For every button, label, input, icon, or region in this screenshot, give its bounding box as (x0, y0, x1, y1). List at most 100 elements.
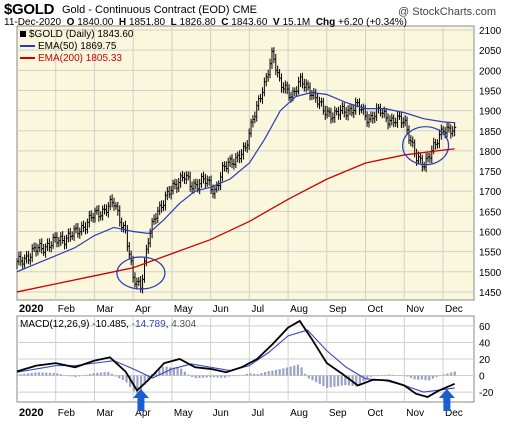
up-arrow-december (438, 389, 455, 411)
macd-histogram-bar (256, 374, 259, 376)
macd-histogram-bar (446, 373, 449, 376)
macd-histogram-bar (19, 374, 22, 376)
macd-histogram-bar (263, 372, 267, 376)
macd-legend-value: -10.485 (92, 319, 127, 330)
macd-histogram-bar (304, 373, 307, 376)
macd-histogram-bar (118, 375, 121, 379)
macd-histogram-bar (387, 374, 391, 376)
macd-month-label: Apr (135, 408, 151, 419)
macd-histogram-bar (223, 375, 227, 378)
macd-tick-label: 0 (479, 372, 485, 383)
macd-histogram-bar (380, 375, 383, 377)
ema50-line (16, 91, 455, 273)
macd-histogram-bar (74, 375, 77, 378)
macd-histogram-bar (271, 370, 274, 376)
macd-tick-label: 20 (479, 355, 491, 366)
macd-histogram-bar (107, 371, 110, 376)
macd-histogram-bar (296, 364, 300, 376)
price-panel (16, 25, 475, 301)
price-swatch (20, 31, 26, 38)
macd-histogram-bar (267, 371, 270, 376)
macd-histogram-bar (110, 373, 114, 376)
macd-histogram-bar (329, 375, 332, 388)
price-tick-label: 1550 (479, 248, 502, 259)
price-month-label: Jul (251, 304, 264, 315)
price-month-label: 2020 (19, 303, 43, 315)
legend-price-label: $GOLD (Daily) 1843.60 (29, 29, 134, 40)
macd-histogram-bar (439, 375, 442, 377)
macd-legend: MACD(12,26,9) -10.485, -14.789, 4.304 (20, 319, 197, 330)
macd-histogram-bar (201, 375, 205, 378)
macd-histogram-bar (307, 375, 310, 379)
macd-histogram-bar (169, 367, 172, 376)
macd-month-label: 2020 (19, 407, 43, 419)
open-value: 1840.00 (77, 17, 114, 28)
price-tick-label: 1500 (479, 268, 502, 279)
macd-histogram-bar (23, 373, 26, 376)
macd-tick-label: 60 (479, 322, 491, 333)
macd-histogram-bar (274, 369, 278, 376)
macd-histogram-bar (322, 375, 325, 387)
macd-tick-label: 40 (479, 338, 491, 349)
macd-histogram-bar (242, 374, 245, 376)
macd-histogram-bar (449, 372, 453, 376)
macd-histogram-bar (406, 375, 409, 377)
price-tick-label: 1700 (479, 187, 502, 198)
macd-month-label: Nov (406, 408, 424, 419)
macd-histogram-bar (285, 367, 289, 376)
macd-month-label: Mar (96, 408, 114, 419)
price-month-label: Nov (406, 304, 424, 315)
macd-histogram-bar (417, 375, 420, 380)
macd-histogram-bar (41, 372, 44, 376)
price-tick-label: 1800 (479, 147, 502, 158)
macd-histogram-bar (231, 375, 234, 377)
price-month-label: May (174, 304, 193, 315)
macd-histogram-bar (129, 375, 132, 387)
price-tick-label: 1850 (479, 127, 502, 138)
macd-histogram-bar (48, 372, 52, 376)
macd-histogram-bar (16, 374, 19, 376)
macd-line (16, 319, 455, 399)
macd-histogram-bar (143, 375, 146, 385)
macd-histogram-bar (409, 375, 413, 378)
macd-histogram-bar (136, 375, 139, 395)
macd-histogram-bar (293, 365, 296, 376)
macd-histogram-bar (315, 375, 318, 383)
macd-histogram-bar (216, 375, 219, 378)
macd-histogram-bar (238, 375, 241, 376)
annotation-ellipse-december (401, 126, 450, 166)
macd-histogram-bar (398, 375, 402, 376)
macd-month-label: Jun (213, 408, 229, 419)
price-month-label: Apr (135, 304, 151, 315)
ema200-line (16, 148, 455, 293)
instrument-title: Gold - Continuous Contract (EOD) (62, 4, 230, 16)
exchange-label: CME (232, 4, 258, 16)
macd-histogram-bar (63, 374, 66, 376)
macd-histogram-bar (362, 375, 365, 382)
price-month-label: Aug (290, 304, 308, 315)
macd-histogram-bar (366, 375, 369, 379)
high-value: 1851.80 (128, 17, 166, 28)
macd-legend-signal: -14.789 (131, 319, 166, 330)
macd-histogram-bar (245, 373, 248, 376)
price-tick-label: 1600 (479, 228, 502, 239)
macd-histogram-bar (99, 372, 103, 376)
macd-histogram-bar (420, 375, 424, 380)
macd-histogram-bar (52, 372, 55, 376)
volume-label: V (273, 17, 280, 28)
macd-histogram-bar (395, 375, 398, 376)
macd-histogram-bar (26, 373, 30, 376)
macd-histogram-bar (227, 375, 230, 377)
price-month-label: Dec (445, 304, 463, 315)
macd-histogram-bar (103, 372, 106, 376)
open-label: O (66, 17, 75, 28)
macd-histogram-bar (121, 375, 124, 381)
change-label: Chg (315, 17, 336, 28)
macd-histogram-bar (77, 375, 81, 377)
ema50-swatch (20, 45, 35, 48)
low-value: 1826.80 (179, 17, 216, 28)
price-month-label: Oct (368, 304, 384, 315)
macd-histogram-bar (442, 374, 445, 376)
macd-legend-name: MACD(12,26,9) (20, 319, 90, 330)
